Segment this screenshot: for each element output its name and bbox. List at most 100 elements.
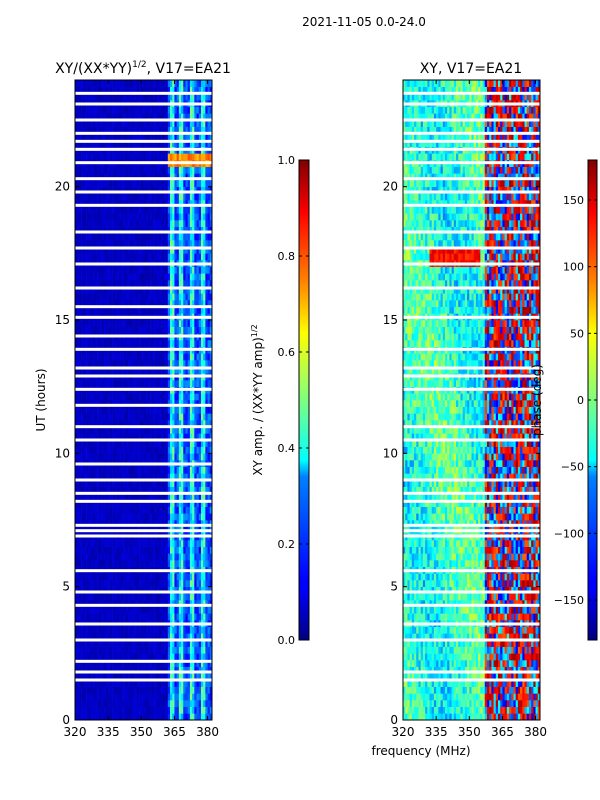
heatmap-cell <box>97 420 100 427</box>
heatmap-cell <box>101 433 105 441</box>
heatmap-cell <box>200 586 204 594</box>
heatmap-cell <box>174 613 177 621</box>
heatmap-cell <box>143 206 147 214</box>
heatmap-cell <box>196 366 200 374</box>
heatmap-cell <box>132 700 135 707</box>
heatmap-cell <box>103 626 107 634</box>
heatmap-cell <box>185 546 188 554</box>
heatmap-cell <box>167 446 171 454</box>
heatmap-cell <box>192 400 195 407</box>
heatmap-cell <box>174 220 177 227</box>
heatmap-cell <box>174 273 177 281</box>
heatmap-cell <box>103 326 107 334</box>
heatmap-cell <box>136 646 140 654</box>
heatmap-cell <box>141 326 144 334</box>
heatmap-cell <box>143 613 147 621</box>
heatmap-cell <box>119 660 122 667</box>
heatmap-cell <box>198 226 202 234</box>
heatmap-cell <box>105 693 109 701</box>
heatmap-cell <box>128 653 131 661</box>
heatmap-cell <box>75 413 78 421</box>
heatmap-cell <box>200 640 204 647</box>
heatmap-cell <box>83 520 87 527</box>
heatmap-cell <box>158 546 162 554</box>
heatmap-cell <box>178 680 182 687</box>
heatmap-cell <box>81 400 85 407</box>
heatmap-cell <box>134 266 138 274</box>
heatmap-cell <box>134 573 138 581</box>
heatmap-cell <box>123 413 127 421</box>
heatmap-cell <box>181 200 184 207</box>
heatmap-cell <box>97 700 100 707</box>
heatmap-cell <box>200 420 204 427</box>
heatmap-cell <box>103 420 107 427</box>
heatmap-cell <box>170 266 173 274</box>
heatmap-cell <box>145 340 149 347</box>
heatmap-cell <box>172 253 175 261</box>
heatmap-cell <box>156 220 160 227</box>
heatmap-cell <box>116 300 120 307</box>
heatmap-cell <box>97 206 100 214</box>
heatmap-cell <box>150 226 153 234</box>
heatmap-cell <box>150 360 153 367</box>
heatmap-cell <box>128 393 131 401</box>
heatmap-cell <box>145 633 149 641</box>
heatmap-cell <box>128 606 131 614</box>
heatmap-cell <box>141 560 144 567</box>
heatmap-cell <box>200 233 204 241</box>
heatmap-cell <box>176 680 180 687</box>
heatmap-cell <box>125 200 129 207</box>
heatmap-cell <box>99 193 102 201</box>
heatmap-cell <box>119 233 122 241</box>
heatmap-cell <box>125 680 129 687</box>
heatmap-cell <box>86 306 89 314</box>
heatmap-cell <box>156 660 160 667</box>
heatmap-cell <box>176 626 180 634</box>
heatmap-cell <box>103 246 107 254</box>
heatmap-cell <box>75 473 78 481</box>
heatmap-cell <box>198 520 202 527</box>
heatmap-cell <box>170 353 173 361</box>
heatmap-cell <box>181 546 184 554</box>
heatmap-cell <box>203 380 206 387</box>
heatmap-cell <box>121 273 124 281</box>
heatmap-cell <box>147 606 151 614</box>
heatmap-cell <box>158 186 162 194</box>
heatmap-cell <box>209 186 212 194</box>
heatmap-cell <box>203 286 206 294</box>
heatmap-cell <box>207 420 211 427</box>
heatmap-cell <box>205 193 208 201</box>
heatmap-cell <box>139 200 142 207</box>
heatmap-cell <box>77 273 80 281</box>
heatmap-cell <box>167 513 171 521</box>
heatmap-cell <box>132 666 135 674</box>
heatmap-cell <box>167 646 171 654</box>
heatmap-cell <box>108 406 111 414</box>
heatmap-cell <box>119 400 122 407</box>
heatmap-cell <box>141 686 144 694</box>
heatmap-cell <box>136 706 140 714</box>
heatmap-cell <box>116 393 120 401</box>
heatmap-cell <box>209 666 212 674</box>
heatmap-cell <box>209 240 212 247</box>
heatmap-cell <box>200 606 204 614</box>
heatmap-cell <box>205 440 208 447</box>
heatmap-cell <box>183 693 186 701</box>
heatmap-cell <box>189 613 193 621</box>
heatmap-cell <box>90 640 93 647</box>
heatmap-cell <box>154 700 158 707</box>
heatmap-cell <box>86 233 89 241</box>
heatmap-cell <box>165 673 169 681</box>
heatmap-cell <box>123 280 127 287</box>
heatmap-cell <box>116 646 120 654</box>
heatmap-cell <box>101 660 105 667</box>
heatmap-cell <box>167 613 171 621</box>
heatmap-cell <box>161 513 164 521</box>
heatmap-cell <box>161 200 164 207</box>
heatmap-cell <box>123 246 127 254</box>
heatmap-cell <box>99 653 102 661</box>
heatmap-cell <box>136 700 140 707</box>
heatmap-cell <box>152 300 155 307</box>
heatmap-cell <box>123 206 127 214</box>
heatmap-cell <box>83 293 87 301</box>
